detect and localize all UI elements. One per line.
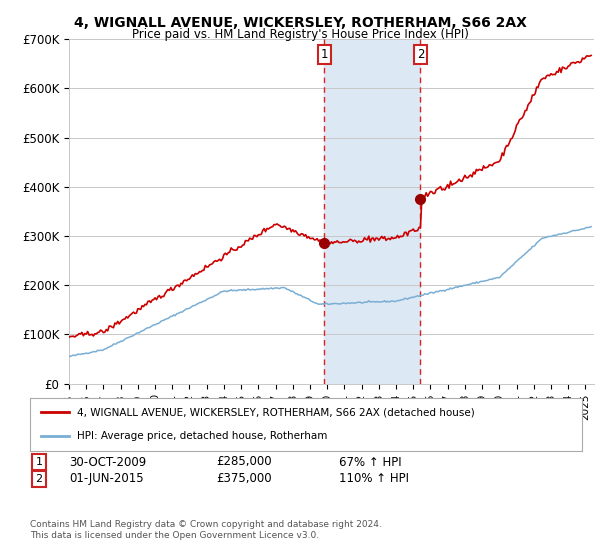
Text: £375,000: £375,000 xyxy=(216,472,272,486)
Text: 1: 1 xyxy=(35,457,43,467)
Text: Price paid vs. HM Land Registry's House Price Index (HPI): Price paid vs. HM Land Registry's House … xyxy=(131,28,469,41)
Text: 01-JUN-2015: 01-JUN-2015 xyxy=(69,472,143,486)
Text: 4, WIGNALL AVENUE, WICKERSLEY, ROTHERHAM, S66 2AX: 4, WIGNALL AVENUE, WICKERSLEY, ROTHERHAM… xyxy=(74,16,526,30)
Text: 110% ↑ HPI: 110% ↑ HPI xyxy=(339,472,409,486)
Text: Contains HM Land Registry data © Crown copyright and database right 2024.: Contains HM Land Registry data © Crown c… xyxy=(30,520,382,529)
Text: 67% ↑ HPI: 67% ↑ HPI xyxy=(339,455,401,469)
Text: 2: 2 xyxy=(35,474,43,484)
Text: £285,000: £285,000 xyxy=(216,455,272,469)
Text: 4, WIGNALL AVENUE, WICKERSLEY, ROTHERHAM, S66 2AX (detached house): 4, WIGNALL AVENUE, WICKERSLEY, ROTHERHAM… xyxy=(77,408,475,418)
Text: 1: 1 xyxy=(320,48,328,61)
Bar xyxy=(324,39,421,384)
Text: This data is licensed under the Open Government Licence v3.0.: This data is licensed under the Open Gov… xyxy=(30,531,319,540)
Text: 2: 2 xyxy=(417,48,424,61)
Text: 30-OCT-2009: 30-OCT-2009 xyxy=(69,455,146,469)
Text: HPI: Average price, detached house, Rotherham: HPI: Average price, detached house, Roth… xyxy=(77,431,327,441)
